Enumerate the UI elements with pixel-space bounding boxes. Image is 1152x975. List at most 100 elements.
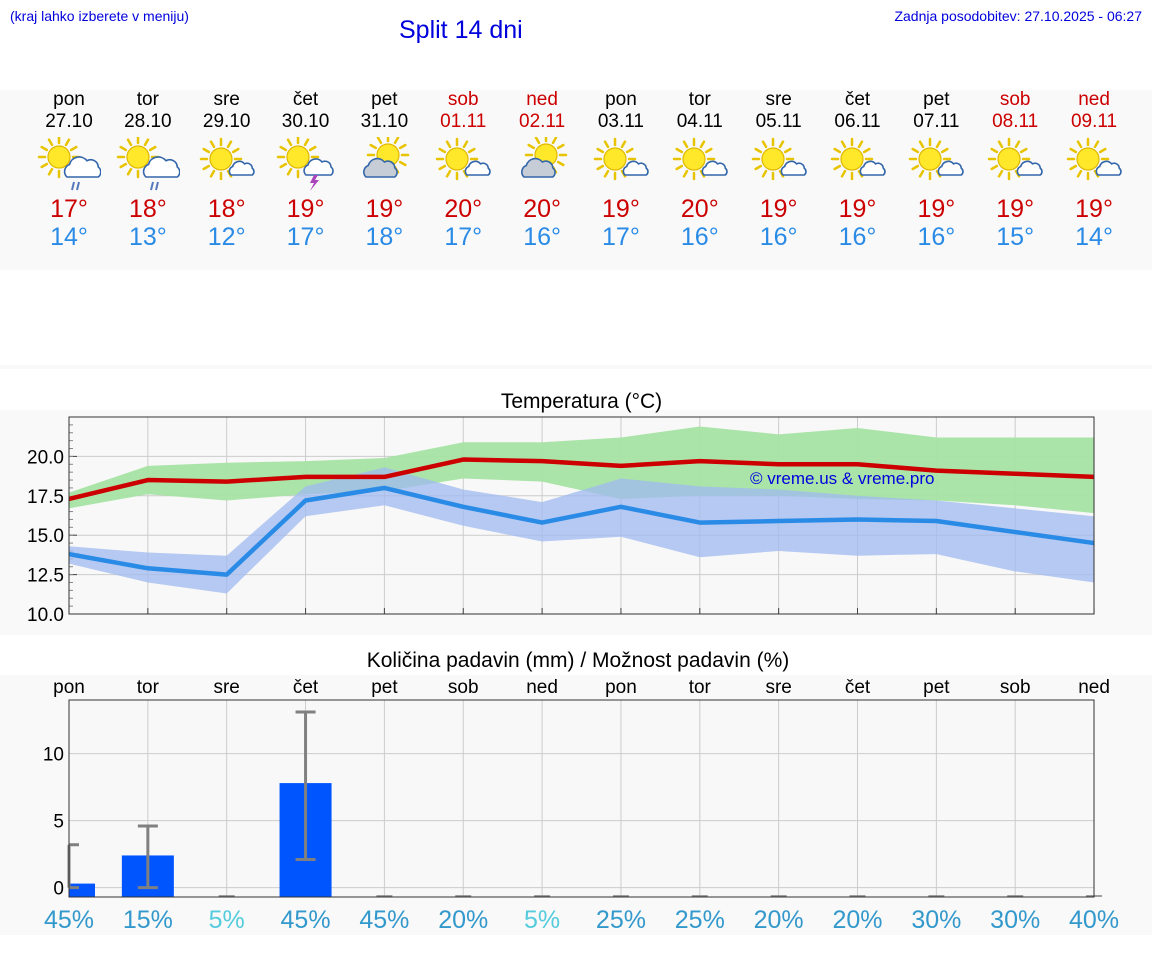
day-name: sob — [447, 89, 479, 110]
precip-chance-label: 45% — [44, 906, 94, 934]
min-temperature: 16° — [759, 223, 798, 251]
hint-text: (kraj lahko izberete v meniju) — [10, 8, 189, 24]
day-name: pet — [923, 89, 950, 110]
day-date: 06.11 — [834, 111, 881, 132]
day-name: tor — [136, 89, 159, 110]
day-column: pet 07.11 19° 16° — [896, 89, 976, 251]
last-updated: Zadnja posodobitev: 27.10.2025 - 06:27 — [894, 8, 1142, 24]
day-column: sob 08.11 19° 15° — [975, 89, 1055, 251]
day-column: pet 31.10 19° 18° — [344, 89, 424, 251]
separator-band — [0, 365, 1152, 369]
precip-chance-label: 20% — [754, 906, 804, 934]
day-date: 03.11 — [597, 111, 644, 132]
day-column: tor 04.11 20° 16° — [660, 89, 740, 251]
max-temperature: 18° — [207, 195, 246, 223]
min-temperature: 17° — [444, 223, 483, 251]
daily-forecast-band — [0, 90, 1152, 270]
tmax-line — [68, 457, 1095, 502]
page-title: Split 14 dni — [399, 16, 523, 44]
day-column: sre 29.10 18° 12° — [187, 89, 267, 251]
day-date: 27.10 — [45, 111, 93, 132]
day-date: 30.10 — [281, 111, 330, 132]
precip-chance-label: 20% — [438, 906, 488, 934]
x-category-label: pon — [605, 677, 637, 698]
tmin-line — [68, 485, 1095, 577]
x-category-label: tor — [137, 677, 160, 698]
max-temperature: 19° — [286, 195, 325, 223]
y-tick-label: 5 — [53, 812, 64, 833]
day-date: 01.11 — [440, 111, 487, 132]
min-temperature: 16° — [838, 223, 877, 251]
day-date: 09.11 — [1070, 111, 1118, 132]
day-column: tor 28.10 18° 13° — [108, 89, 188, 251]
min-temperature: 17° — [286, 223, 325, 251]
sun-small-cloud-icon — [199, 137, 255, 181]
precip-chance-label: 5% — [209, 906, 245, 934]
day-date: 08.11 — [992, 111, 1039, 132]
precip-chance-label: 30% — [911, 906, 961, 934]
day-name: tor — [688, 89, 711, 110]
min-temperature: 14° — [1075, 223, 1113, 251]
sun-small-cloud-icon — [909, 137, 965, 181]
day-date: 07.11 — [913, 111, 960, 132]
day-date: 05.11 — [755, 111, 802, 132]
day-name: čet — [292, 89, 319, 110]
x-category-label: ned — [1078, 677, 1110, 698]
x-category-label: čet — [293, 677, 319, 698]
y-tick-label: 10 — [43, 745, 64, 766]
day-date: 28.10 — [124, 111, 172, 132]
min-temperature: 18° — [365, 223, 404, 251]
min-temperature: 16° — [680, 223, 719, 251]
day-column: ned 02.11 20° 16° — [502, 89, 582, 251]
day-name: ned — [526, 89, 558, 110]
x-category-label: pet — [371, 677, 398, 698]
temperature-chart-title: Temperatura (°C) — [501, 390, 662, 413]
x-category-label: sob — [448, 677, 479, 698]
x-category-label: pon — [53, 677, 85, 698]
day-column: ned 09.11 19° 14° — [1054, 89, 1134, 251]
plot-frame — [68, 416, 1095, 615]
max-temperature: 20° — [680, 195, 719, 223]
sun-behind-cloud-icon — [521, 137, 568, 178]
precip-chance-label: 45% — [359, 906, 409, 934]
precip-chance-label: 45% — [281, 906, 331, 934]
day-name: pon — [53, 89, 85, 110]
sun-small-cloud-icon — [672, 137, 728, 181]
max-temperature: 19° — [1075, 195, 1113, 223]
day-column: čet 30.10 19° 17° — [266, 89, 346, 251]
y-tick-label: 0 — [53, 879, 64, 900]
precip-chance-label: 5% — [524, 906, 560, 934]
precipitation-chart-title: Količina padavin (mm) / Možnost padavin … — [367, 649, 790, 672]
sun-behind-cloud-icon — [363, 137, 410, 178]
precip-chance-label: 15% — [123, 906, 173, 934]
day-name: sre — [213, 89, 240, 110]
min-temperature: 15° — [996, 223, 1035, 251]
temperature-chart: Temperatura (°C) 10.0 12.5 15.0 17.5 20.0 © vr… — [27, 390, 1095, 626]
max-temperature: 19° — [838, 195, 877, 223]
day-name: čet — [844, 89, 871, 110]
x-category-label: tor — [689, 677, 712, 698]
max-temperature: 18° — [128, 195, 167, 223]
x-category-label: sre — [213, 677, 239, 698]
day-date: 29.10 — [202, 111, 251, 132]
x-category-label: ned — [526, 677, 558, 698]
day-name: pon — [605, 89, 637, 110]
y-tick-label: 20.0 — [27, 447, 64, 468]
y-tick-label: 17.5 — [27, 487, 64, 508]
day-column: sob 01.11 20° 17° — [423, 89, 503, 251]
day-date: 02.11 — [519, 111, 566, 132]
day-column: pon 03.11 19° 17° — [581, 89, 661, 251]
day-column: pon 27.10 17° 14° — [29, 89, 109, 251]
plot-area — [69, 700, 1094, 897]
sun-small-cloud-icon — [830, 137, 886, 181]
x-category-label: čet — [845, 677, 871, 698]
precip-bar — [69, 883, 95, 897]
y-tick-label: 12.5 — [27, 566, 64, 587]
precip-chance-label: 30% — [990, 906, 1040, 934]
min-temperature: 16° — [917, 223, 956, 251]
max-temperature: 20° — [444, 195, 483, 223]
min-temperature: 17° — [602, 223, 640, 251]
precip-chance-label: 25% — [675, 906, 725, 934]
max-temperature: 19° — [759, 195, 798, 223]
min-temperature: 14° — [50, 223, 88, 251]
